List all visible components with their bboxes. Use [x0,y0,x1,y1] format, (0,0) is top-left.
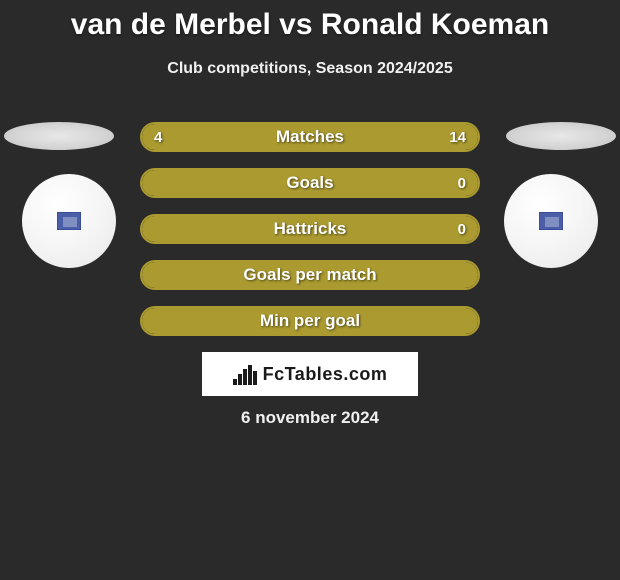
ball-icon [57,212,81,230]
stat-value-right: 14 [449,124,466,150]
stat-bar: Matches4 14 [140,122,480,152]
stat-bar: Min per goal [140,306,480,336]
player-shadow-left [4,122,114,150]
brand-badge: FcTables.com [202,352,418,396]
player-shadow-right [506,122,616,150]
stat-label: Goals per match [142,262,478,288]
stat-value-left: 4 [154,124,162,150]
stat-label: Matches [142,124,478,150]
stat-label: Goals [142,170,478,196]
brand-text: FcTables.com [263,364,388,385]
ball-icon [539,212,563,230]
player-ball-right [504,174,598,268]
stats-bars: Matches414Goals0Hattricks0Goals per matc… [140,122,480,352]
stat-value-right: 0 [458,170,466,196]
stat-label: Hattricks [142,216,478,242]
stat-bar: Goals per match [140,260,480,290]
player-ball-left [22,174,116,268]
date-text: 6 november 2024 [0,408,620,428]
page-title: van de Merbel vs Ronald Koeman [0,0,620,42]
stat-bar: Goals0 [140,168,480,198]
stat-label: Min per goal [142,308,478,334]
chart-icon [233,363,259,385]
stat-value-right: 0 [458,216,466,242]
stat-bar: Hattricks0 [140,214,480,244]
page-subtitle: Club competitions, Season 2024/2025 [0,60,620,78]
